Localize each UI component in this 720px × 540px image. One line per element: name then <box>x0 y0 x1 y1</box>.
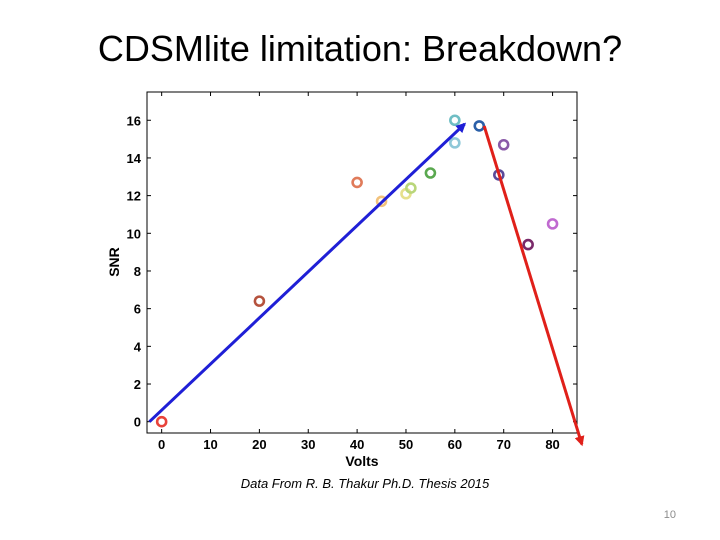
x-tick-label: 70 <box>496 437 510 452</box>
y-tick-label: 0 <box>134 415 141 430</box>
slide-title: CDSMlite limitation: Breakdown? <box>97 28 623 69</box>
data-point <box>405 182 417 194</box>
data-point <box>546 218 559 230</box>
source-caption: Data From R. B. Thakur Ph.D. Thesis 2015 <box>240 476 490 491</box>
y-axis-label: SNR <box>106 247 122 277</box>
data-point <box>449 114 461 127</box>
data-point <box>424 167 437 179</box>
slide-number: 10 <box>663 509 676 521</box>
data-point <box>351 176 363 189</box>
data-point <box>497 138 510 151</box>
y-tick-label: 8 <box>134 264 141 279</box>
x-tick-label: 40 <box>350 437 364 452</box>
data-point <box>375 195 388 208</box>
x-tick-label: 50 <box>399 437 413 452</box>
x-tick-label: 20 <box>252 437 266 452</box>
y-tick-label: 2 <box>134 377 141 392</box>
y-tick-label: 6 <box>134 302 141 317</box>
plot-frame <box>146 91 578 434</box>
falling-trend-arrow <box>482 125 585 447</box>
y-tick-label: 4 <box>134 339 142 354</box>
rising-trend-arrow <box>148 122 467 423</box>
x-axis-label: Volts <box>345 453 378 469</box>
y-tick-label: 14 <box>127 151 142 166</box>
x-tick-label: 10 <box>203 437 217 452</box>
x-tick-label: 80 <box>545 437 559 452</box>
x-tick-label: 30 <box>301 437 315 452</box>
data-point <box>522 238 534 251</box>
x-tick-label: 60 <box>448 437 462 452</box>
y-tick-label: 10 <box>127 226 141 241</box>
y-tick-label: 16 <box>127 113 141 128</box>
y-tick-label: 12 <box>127 189 141 204</box>
data-point <box>155 415 168 428</box>
data-point <box>473 120 486 132</box>
x-tick-label: 0 <box>158 437 165 452</box>
data-point <box>449 137 461 149</box>
data-point <box>253 295 266 307</box>
